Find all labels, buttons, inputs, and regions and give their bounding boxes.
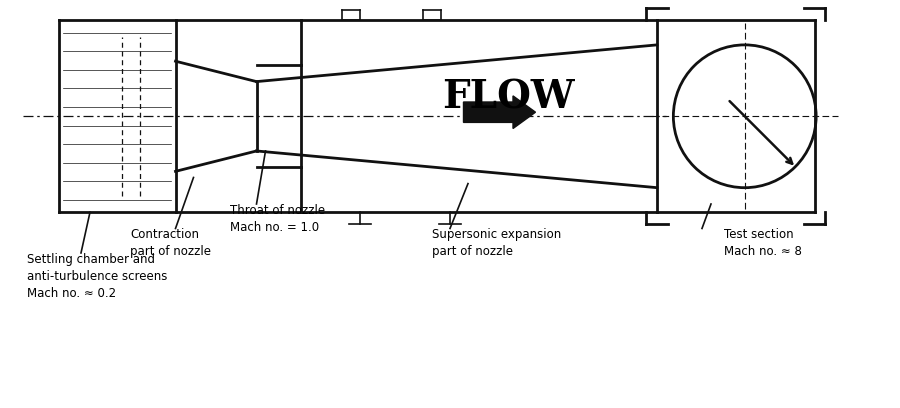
Text: Throat of nozzle
Mach no. = 1.0: Throat of nozzle Mach no. = 1.0 xyxy=(230,204,325,234)
Text: Supersonic expansion
part of nozzle: Supersonic expansion part of nozzle xyxy=(432,228,562,259)
Text: FLOW: FLOW xyxy=(442,79,575,117)
Text: Test section
Mach no. ≈ 8: Test section Mach no. ≈ 8 xyxy=(724,228,803,259)
Text: Contraction
part of nozzle: Contraction part of nozzle xyxy=(130,228,212,259)
Text: Settling chamber and
anti-turbulence screens
Mach no. ≈ 0.2: Settling chamber and anti-turbulence scr… xyxy=(27,253,167,300)
Polygon shape xyxy=(464,96,536,129)
